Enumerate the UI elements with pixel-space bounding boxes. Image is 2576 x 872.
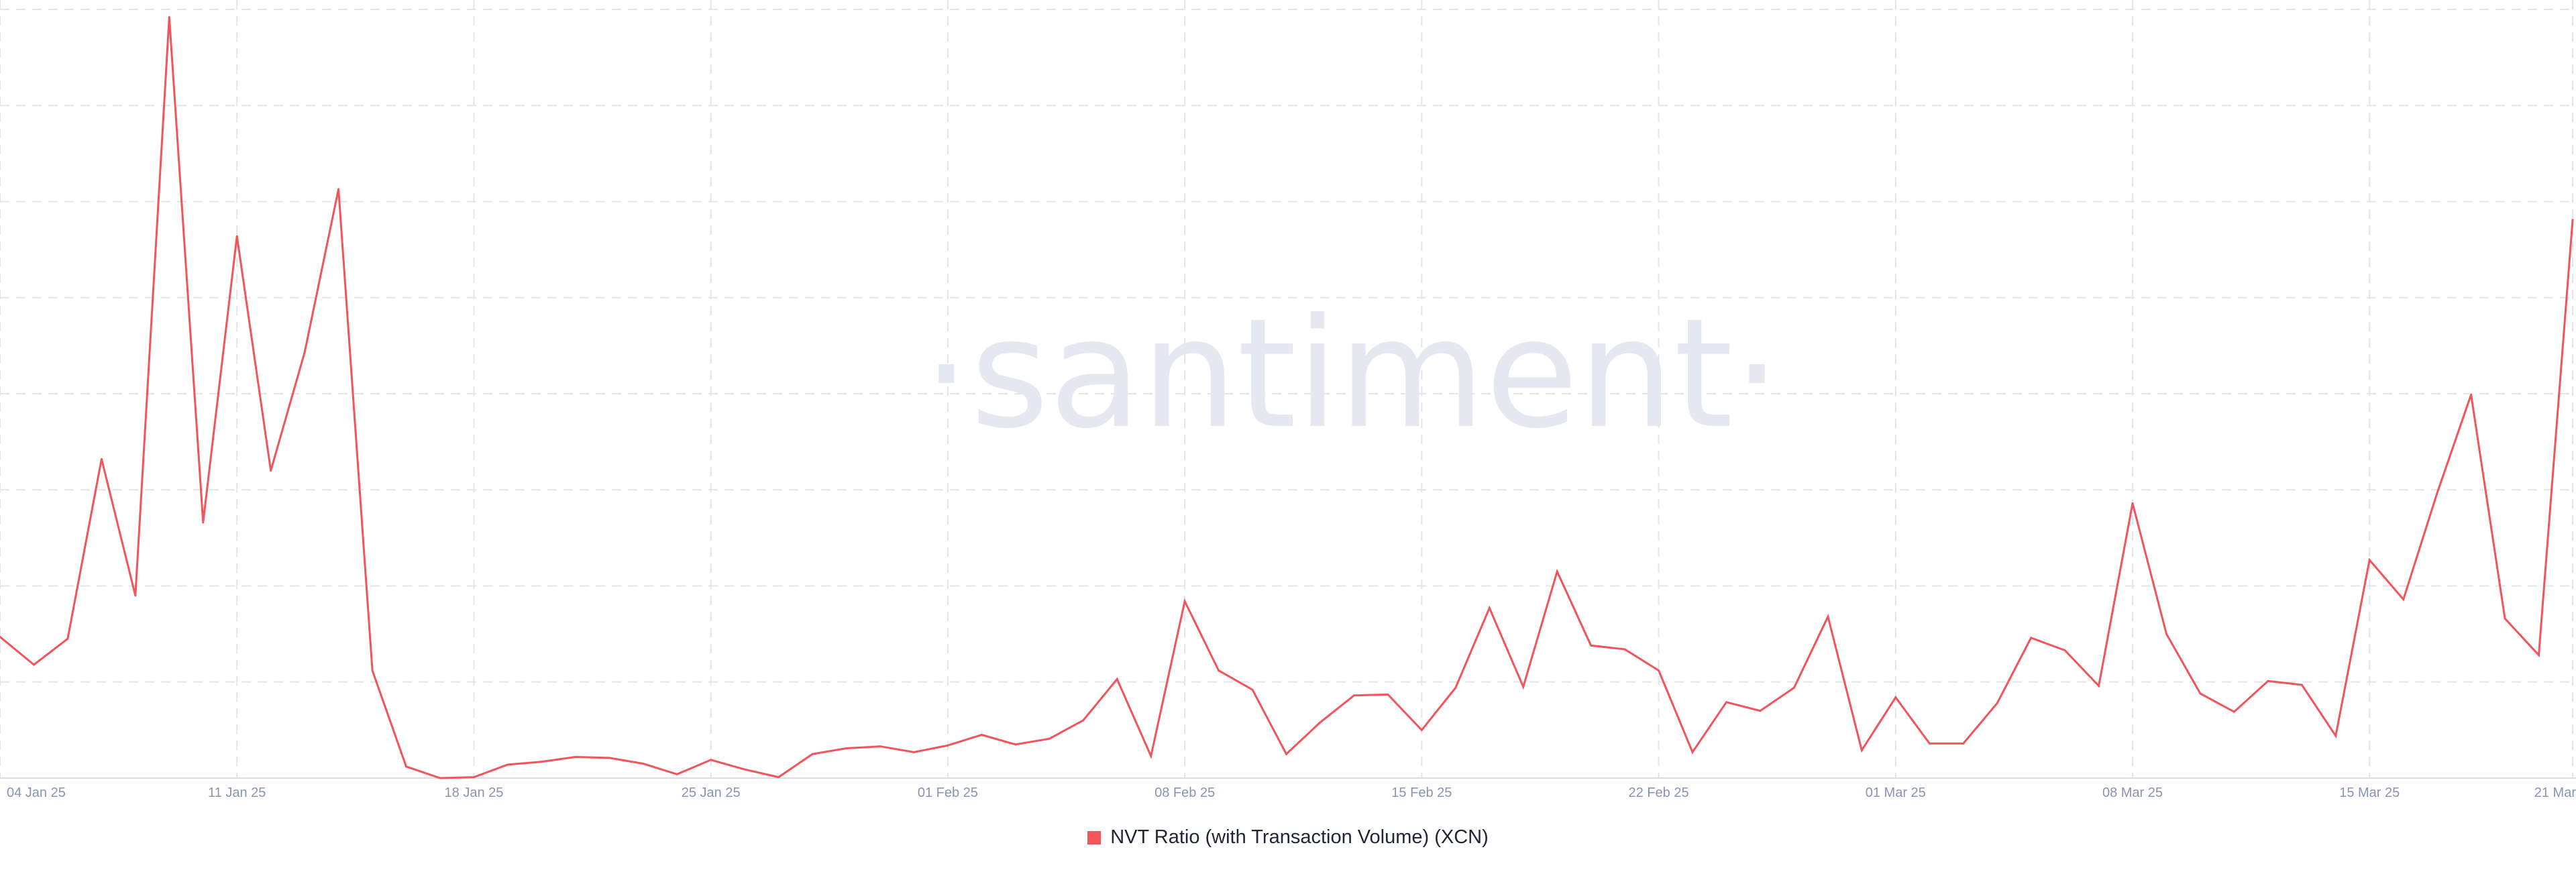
data-point <box>2402 598 2405 601</box>
x-tick-label: 11 Jan 25 <box>208 785 266 800</box>
data-point <box>1759 710 1762 712</box>
data-point <box>1827 615 1829 618</box>
data-point <box>2504 617 2506 620</box>
data-point <box>168 15 170 18</box>
x-tick-label: 15 Feb 25 <box>1391 785 1452 800</box>
data-point <box>2233 710 2235 713</box>
data-point <box>1590 644 1593 647</box>
data-point <box>743 768 746 771</box>
data-point <box>1725 701 1727 704</box>
data-point <box>777 776 780 779</box>
legend-swatch <box>1087 830 1102 844</box>
x-tick-label: 01 Mar 25 <box>1866 785 1926 800</box>
data-point <box>1285 753 1287 755</box>
data-point <box>2571 219 2574 221</box>
data-point <box>1792 686 1795 689</box>
data-point <box>1928 742 1931 745</box>
data-point <box>2267 679 2269 682</box>
x-axis-tick-labels: 04 Jan 25 11 Jan 25 18 Jan 25 25 Jan 25 01 F… <box>7 785 2576 800</box>
data-point <box>947 744 949 747</box>
data-point <box>1150 755 1152 757</box>
x-tick-label: 08 Mar 25 <box>2102 785 2163 800</box>
data-point <box>676 773 678 775</box>
data-point <box>337 188 340 190</box>
nvt-ratio-series <box>0 15 2574 779</box>
data-point <box>1319 721 1322 724</box>
x-tick-label: 18 Jan 25 <box>445 785 504 800</box>
data-point <box>2538 654 2540 657</box>
data-point <box>2063 649 2066 651</box>
data-point <box>2334 734 2337 737</box>
x-tick-label: 01 Feb 25 <box>918 785 978 800</box>
grid-lines <box>0 0 2576 778</box>
data-point <box>1420 728 1423 731</box>
data-point <box>2165 633 2167 635</box>
data-point <box>2030 637 2033 639</box>
data-point <box>574 755 577 758</box>
data-point <box>1352 694 1355 697</box>
data-point <box>405 765 408 768</box>
data-point <box>371 669 374 672</box>
data-point <box>1556 570 1558 573</box>
data-point <box>1454 686 1457 689</box>
x-tick-label: 15 Mar 25 <box>2339 785 2400 800</box>
data-point <box>2300 684 2303 686</box>
data-point <box>1082 719 1085 722</box>
data-point <box>540 761 543 763</box>
data-point <box>32 663 35 666</box>
data-point <box>912 751 915 753</box>
chart-canvas: ·santiment· 04 Jan 25 11 Jan 25 18 Jan 25 2… <box>0 0 2576 800</box>
data-point <box>235 235 238 237</box>
data-point <box>66 637 69 640</box>
data-point <box>1387 693 1389 696</box>
data-point <box>879 745 881 748</box>
data-point <box>1488 606 1491 609</box>
data-point <box>134 594 137 597</box>
data-point <box>2131 502 2134 504</box>
x-tick-label: 22 Feb 25 <box>1629 785 1689 800</box>
x-tick-label: 21 Mar <box>2534 785 2576 800</box>
data-point <box>1218 669 1220 672</box>
data-point <box>303 351 306 353</box>
data-point <box>2199 692 2202 695</box>
data-point <box>1860 749 1863 751</box>
data-point <box>472 776 475 779</box>
data-point <box>1014 743 1017 746</box>
data-point <box>980 734 983 737</box>
legend-label: NVT Ratio (with Transaction Volume) (XCN… <box>1110 826 1489 848</box>
data-point <box>2368 559 2371 561</box>
data-point <box>1251 688 1254 691</box>
data-point <box>1658 669 1660 672</box>
data-point <box>1183 600 1186 602</box>
legend: NVT Ratio (with Transaction Volume) (XCN… <box>0 826 2576 849</box>
data-point <box>506 763 509 766</box>
data-point <box>811 753 814 755</box>
data-point <box>0 635 1 638</box>
data-point <box>1116 677 1118 680</box>
x-tick-label: 25 Jan 25 <box>682 785 741 800</box>
data-point <box>2098 684 2100 687</box>
data-point <box>642 763 645 765</box>
santiment-watermark: ·santiment· <box>922 286 1781 462</box>
data-point <box>1996 702 1998 704</box>
x-tick-label: 04 Jan 25 <box>7 785 66 800</box>
data-point <box>100 457 103 460</box>
data-point <box>1691 751 1694 753</box>
data-point <box>1623 648 1626 651</box>
data-point <box>439 777 441 779</box>
data-point <box>710 759 712 761</box>
data-point <box>202 521 205 524</box>
data-point <box>270 470 272 472</box>
x-tick-label: 08 Feb 25 <box>1155 785 1215 800</box>
data-point <box>2470 393 2473 396</box>
data-point <box>2436 492 2438 494</box>
data-point <box>1522 686 1525 688</box>
data-point <box>608 757 610 759</box>
data-point <box>1894 696 1897 699</box>
data-point <box>845 747 848 750</box>
data-point <box>1048 737 1051 740</box>
data-point <box>1962 742 1965 745</box>
